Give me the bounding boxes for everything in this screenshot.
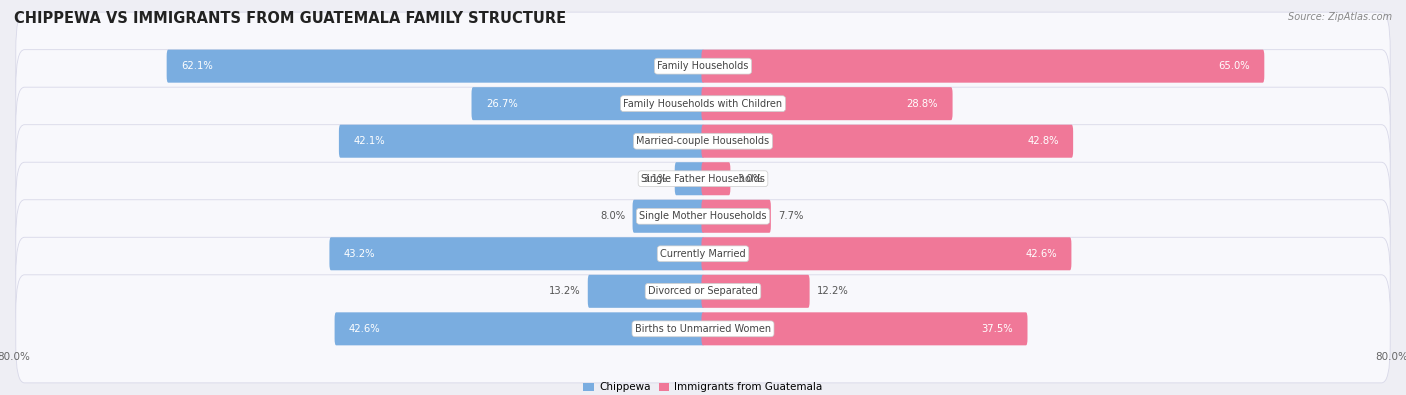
Text: 37.5%: 37.5% <box>981 324 1012 334</box>
Text: 28.8%: 28.8% <box>907 99 938 109</box>
Text: 65.0%: 65.0% <box>1218 61 1250 71</box>
FancyBboxPatch shape <box>15 50 1391 158</box>
FancyBboxPatch shape <box>588 275 704 308</box>
Text: Single Mother Households: Single Mother Households <box>640 211 766 221</box>
Text: CHIPPEWA VS IMMIGRANTS FROM GUATEMALA FAMILY STRUCTURE: CHIPPEWA VS IMMIGRANTS FROM GUATEMALA FA… <box>14 11 567 26</box>
Text: 13.2%: 13.2% <box>550 286 581 296</box>
Text: Family Households with Children: Family Households with Children <box>623 99 783 109</box>
FancyBboxPatch shape <box>15 125 1391 233</box>
FancyBboxPatch shape <box>702 200 770 233</box>
Text: 42.1%: 42.1% <box>353 136 385 146</box>
FancyBboxPatch shape <box>15 200 1391 308</box>
FancyBboxPatch shape <box>702 162 730 195</box>
FancyBboxPatch shape <box>15 162 1391 270</box>
FancyBboxPatch shape <box>471 87 704 120</box>
Text: 7.7%: 7.7% <box>778 211 803 221</box>
FancyBboxPatch shape <box>702 312 1028 345</box>
FancyBboxPatch shape <box>339 125 704 158</box>
FancyBboxPatch shape <box>15 87 1391 195</box>
Text: Births to Unmarried Women: Births to Unmarried Women <box>636 324 770 334</box>
Text: 3.1%: 3.1% <box>643 174 668 184</box>
FancyBboxPatch shape <box>15 237 1391 345</box>
Text: 12.2%: 12.2% <box>817 286 848 296</box>
FancyBboxPatch shape <box>633 200 704 233</box>
Text: Divorced or Separated: Divorced or Separated <box>648 286 758 296</box>
FancyBboxPatch shape <box>702 237 1071 270</box>
FancyBboxPatch shape <box>675 162 704 195</box>
FancyBboxPatch shape <box>167 50 704 83</box>
FancyBboxPatch shape <box>702 50 1264 83</box>
Text: Family Households: Family Households <box>658 61 748 71</box>
FancyBboxPatch shape <box>702 87 953 120</box>
Text: 42.6%: 42.6% <box>1025 249 1057 259</box>
Text: 26.7%: 26.7% <box>486 99 517 109</box>
Text: 42.8%: 42.8% <box>1028 136 1059 146</box>
Text: 42.6%: 42.6% <box>349 324 381 334</box>
FancyBboxPatch shape <box>702 275 810 308</box>
FancyBboxPatch shape <box>15 275 1391 383</box>
Text: 62.1%: 62.1% <box>181 61 212 71</box>
Text: Currently Married: Currently Married <box>661 249 745 259</box>
Text: Married-couple Households: Married-couple Households <box>637 136 769 146</box>
Text: 3.0%: 3.0% <box>738 174 762 184</box>
Text: Source: ZipAtlas.com: Source: ZipAtlas.com <box>1288 12 1392 22</box>
FancyBboxPatch shape <box>702 125 1073 158</box>
FancyBboxPatch shape <box>335 312 704 345</box>
Text: Single Father Households: Single Father Households <box>641 174 765 184</box>
Legend: Chippewa, Immigrants from Guatemala: Chippewa, Immigrants from Guatemala <box>579 378 827 395</box>
Text: 8.0%: 8.0% <box>600 211 626 221</box>
Text: 43.2%: 43.2% <box>344 249 375 259</box>
FancyBboxPatch shape <box>329 237 704 270</box>
FancyBboxPatch shape <box>15 12 1391 120</box>
